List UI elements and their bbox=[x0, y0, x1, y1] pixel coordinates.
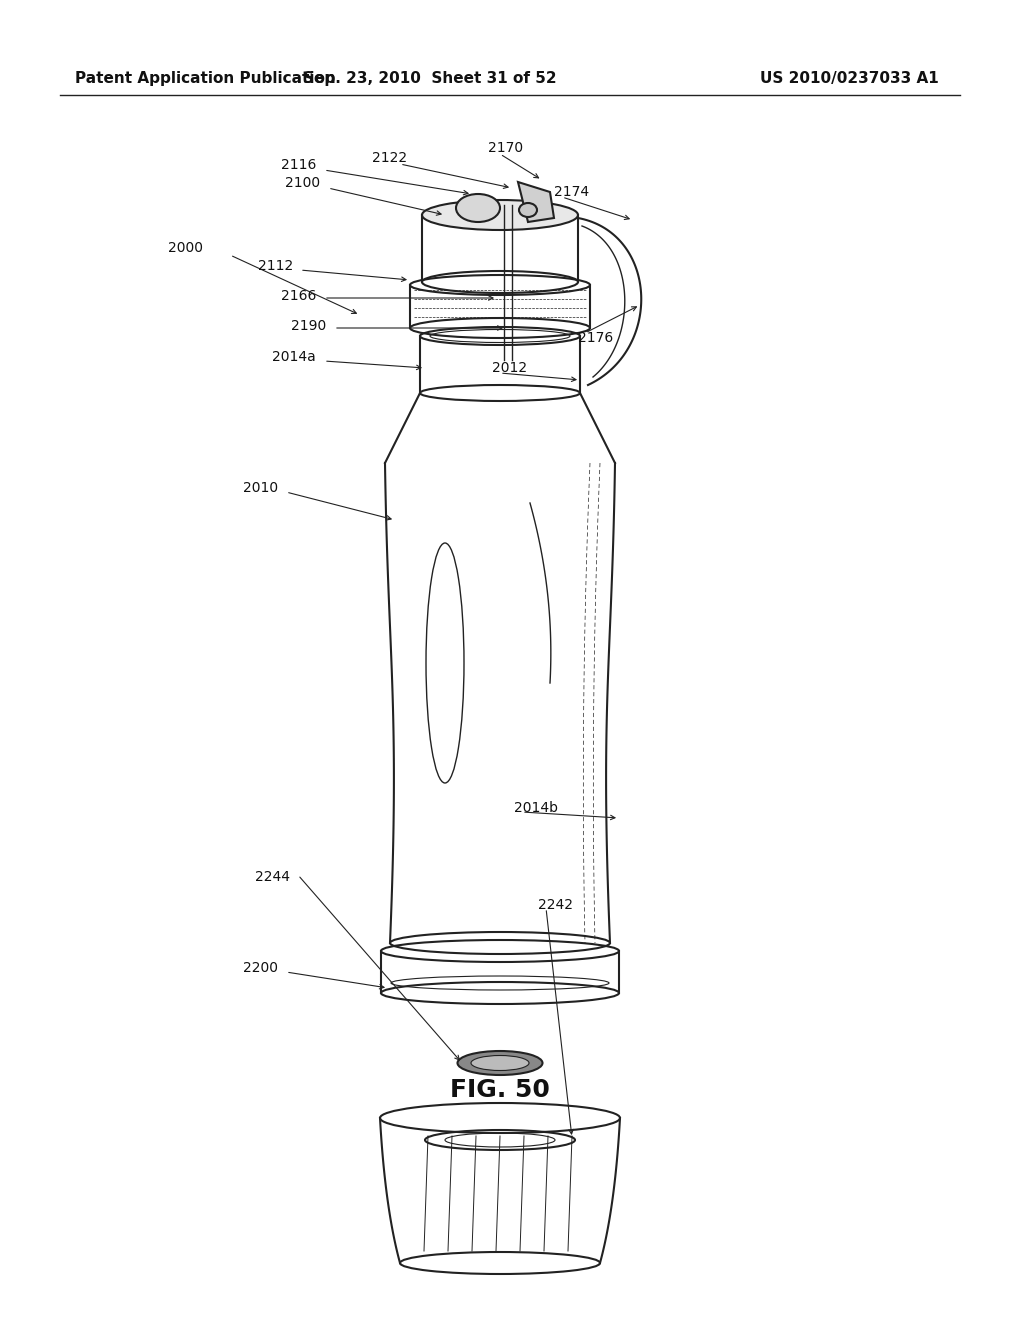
Text: 2200: 2200 bbox=[243, 961, 278, 975]
Text: 2244: 2244 bbox=[255, 870, 290, 884]
Text: 2174: 2174 bbox=[554, 185, 589, 199]
Ellipse shape bbox=[471, 1056, 529, 1071]
Text: 2010: 2010 bbox=[243, 480, 278, 495]
Text: 2012: 2012 bbox=[492, 360, 527, 375]
Text: 2190: 2190 bbox=[291, 319, 326, 333]
Text: 2242: 2242 bbox=[538, 898, 573, 912]
Text: 2014a: 2014a bbox=[272, 350, 316, 364]
Text: FIG. 50: FIG. 50 bbox=[451, 1078, 550, 1102]
Text: US 2010/0237033 A1: US 2010/0237033 A1 bbox=[760, 70, 939, 86]
Text: 2122: 2122 bbox=[373, 150, 408, 165]
Ellipse shape bbox=[458, 1051, 543, 1074]
Text: 2112: 2112 bbox=[258, 259, 293, 273]
Text: 2100: 2100 bbox=[285, 176, 319, 190]
Polygon shape bbox=[518, 182, 554, 222]
Text: 2000: 2000 bbox=[168, 242, 203, 255]
Text: 2014b: 2014b bbox=[514, 801, 558, 814]
Text: 2116: 2116 bbox=[281, 158, 316, 172]
Text: 2170: 2170 bbox=[488, 141, 523, 154]
Text: 2176: 2176 bbox=[578, 331, 613, 345]
Text: Patent Application Publication: Patent Application Publication bbox=[75, 70, 336, 86]
Text: Sep. 23, 2010  Sheet 31 of 52: Sep. 23, 2010 Sheet 31 of 52 bbox=[303, 70, 557, 86]
Ellipse shape bbox=[456, 194, 500, 222]
Ellipse shape bbox=[519, 203, 537, 216]
Ellipse shape bbox=[422, 201, 578, 230]
Text: 2166: 2166 bbox=[281, 289, 316, 304]
